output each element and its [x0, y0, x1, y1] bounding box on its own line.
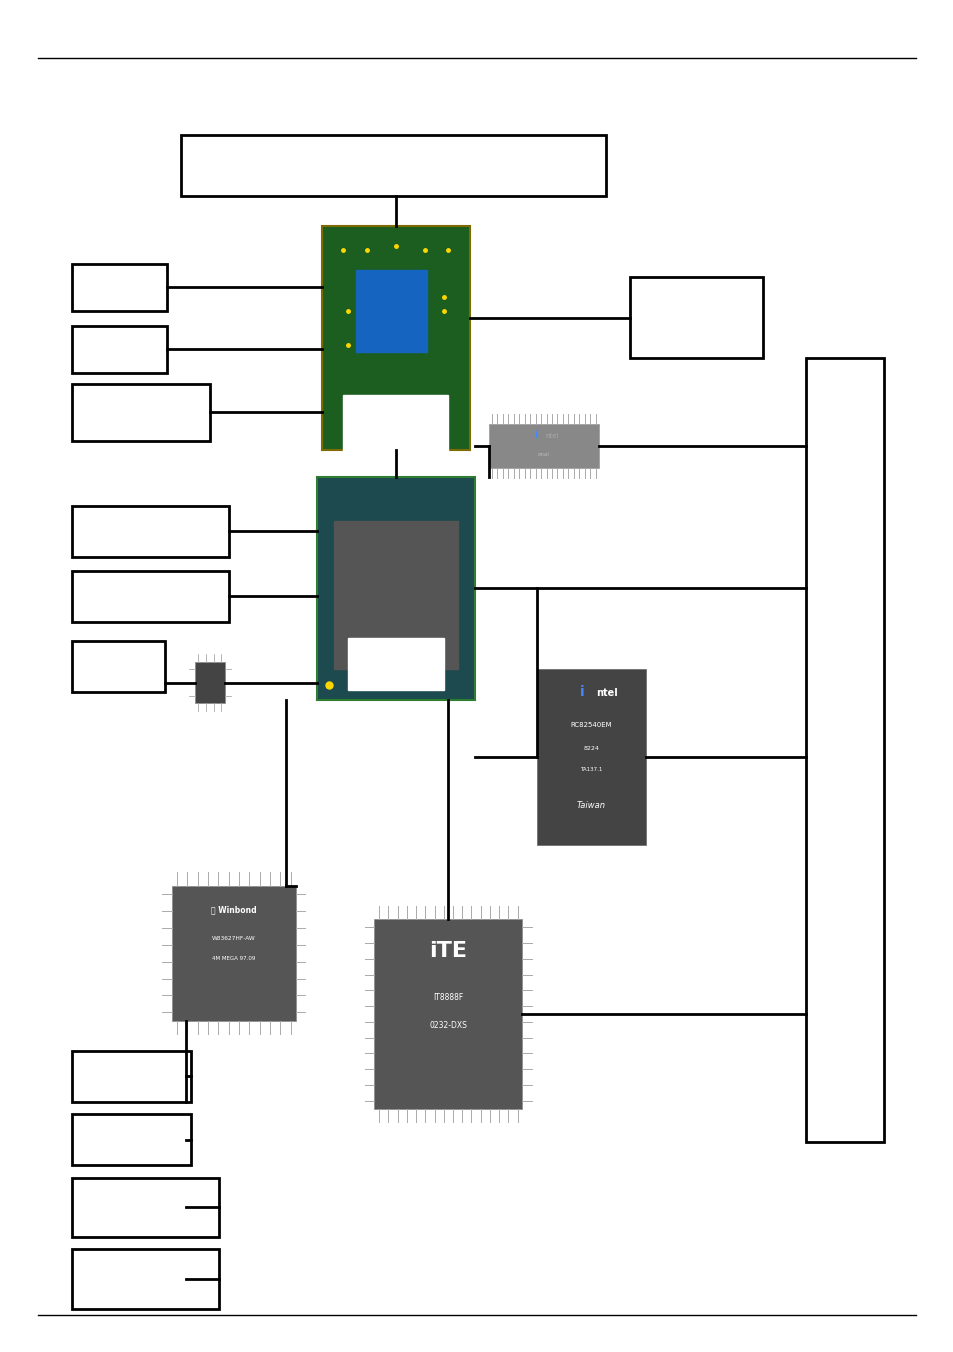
- Bar: [71, 1051, 191, 1102]
- Bar: [71, 264, 167, 311]
- Text: i: i: [534, 430, 537, 439]
- Text: IT8888F: IT8888F: [433, 994, 463, 1002]
- Text: ntel: ntel: [596, 688, 618, 698]
- Bar: [194, 662, 225, 703]
- Bar: [343, 395, 448, 460]
- Text: iTE: iTE: [429, 941, 467, 961]
- Bar: [71, 1114, 191, 1165]
- Bar: [321, 227, 469, 449]
- Bar: [181, 135, 605, 196]
- Bar: [71, 571, 229, 622]
- Bar: [536, 669, 645, 845]
- Text: W83627HF-AW: W83627HF-AW: [212, 936, 255, 941]
- Text: 8224: 8224: [583, 746, 598, 752]
- Bar: [71, 384, 210, 441]
- Bar: [172, 886, 295, 1021]
- Bar: [374, 919, 522, 1109]
- Bar: [71, 641, 165, 692]
- Text: i: i: [579, 685, 583, 699]
- Bar: [355, 270, 427, 352]
- Bar: [805, 358, 883, 1142]
- Bar: [71, 1178, 219, 1237]
- Text: Taiwan: Taiwan: [577, 802, 605, 810]
- Bar: [348, 638, 443, 690]
- Bar: [488, 423, 598, 468]
- Text: 4M MEGA 97.09: 4M MEGA 97.09: [212, 956, 255, 961]
- Text: onal: onal: [537, 452, 549, 457]
- Text: TA137.1: TA137.1: [579, 767, 602, 772]
- Bar: [629, 277, 762, 358]
- Bar: [71, 1249, 219, 1309]
- Bar: [334, 521, 457, 669]
- Bar: [71, 326, 167, 373]
- Bar: [71, 506, 229, 557]
- Text: RC82540EM: RC82540EM: [570, 722, 612, 729]
- Text: Ⓦ Winbond: Ⓦ Winbond: [211, 906, 256, 914]
- Bar: [316, 477, 474, 700]
- Text: ntel: ntel: [545, 433, 558, 439]
- Text: 0232-DXS: 0232-DXS: [429, 1021, 467, 1029]
